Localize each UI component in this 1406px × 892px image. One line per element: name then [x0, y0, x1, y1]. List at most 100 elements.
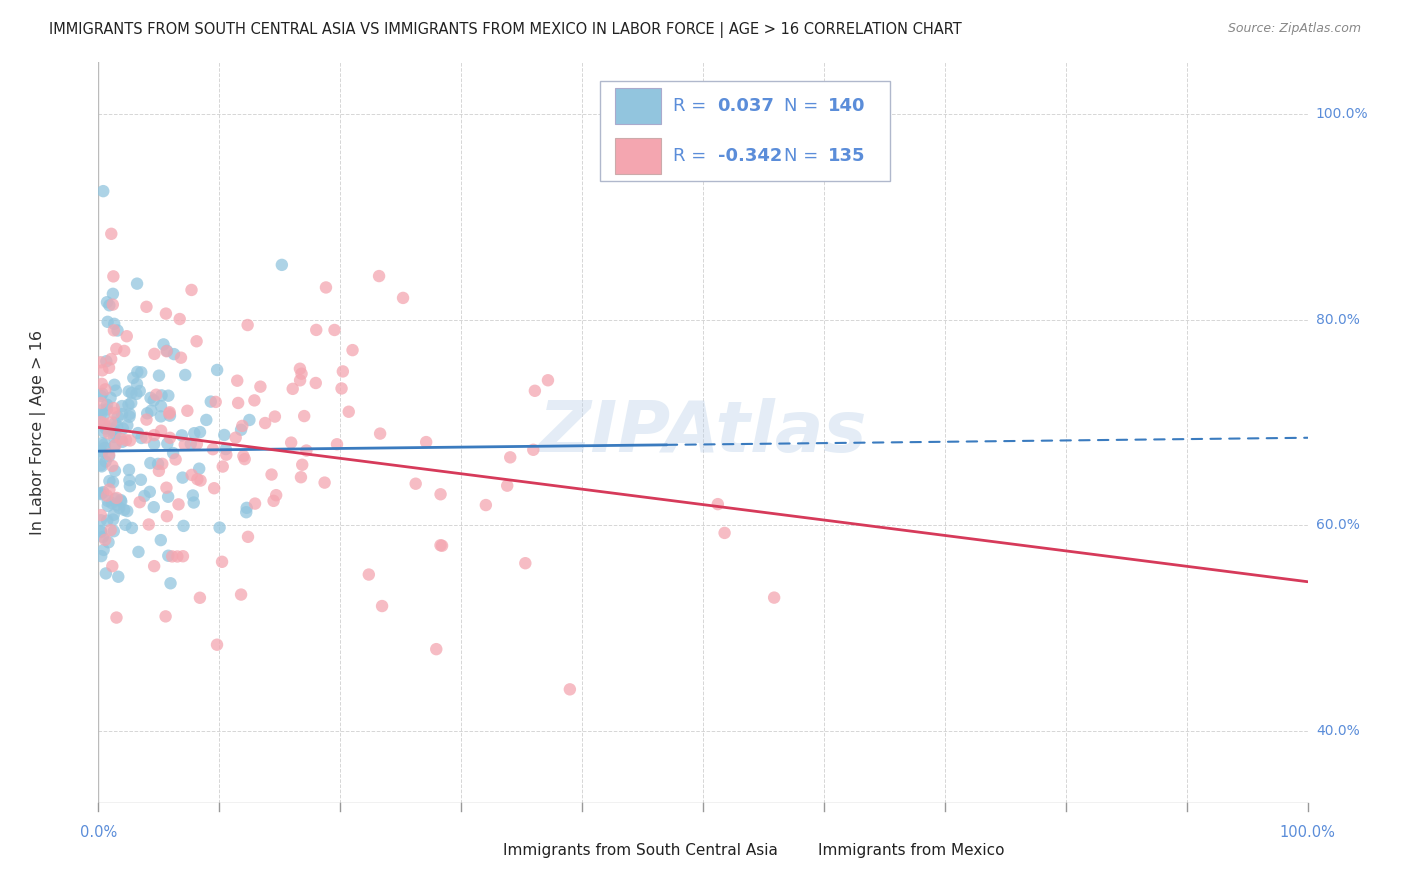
- Point: [315, 280, 337, 294]
- Point: [186, 437, 208, 451]
- Point: [156, 509, 179, 524]
- Point: [91, 386, 114, 401]
- Point: [159, 405, 181, 419]
- Point: [155, 481, 177, 495]
- Point: [104, 427, 127, 442]
- Text: Immigrants from Mexico: Immigrants from Mexico: [818, 844, 1004, 858]
- Point: [231, 418, 253, 433]
- Point: [211, 459, 233, 474]
- Point: [111, 434, 134, 449]
- Point: [93, 542, 115, 557]
- Point: [148, 464, 170, 478]
- Point: [101, 512, 124, 526]
- Text: 140: 140: [828, 97, 865, 115]
- Point: [159, 409, 181, 423]
- Point: [114, 517, 136, 532]
- Point: [173, 519, 195, 533]
- Point: [159, 576, 181, 591]
- Text: 80.0%: 80.0%: [1316, 312, 1360, 326]
- Point: [429, 487, 451, 501]
- Text: N =: N =: [785, 147, 824, 165]
- Point: [156, 343, 179, 358]
- Point: [215, 442, 238, 456]
- Point: [143, 428, 166, 442]
- Point: [135, 300, 157, 314]
- Point: [270, 258, 292, 272]
- Point: [118, 407, 141, 421]
- Point: [118, 409, 141, 424]
- Point: [101, 475, 124, 490]
- Point: [111, 421, 134, 435]
- Point: [103, 430, 125, 444]
- Point: [243, 393, 266, 408]
- Point: [188, 425, 211, 439]
- Point: [226, 396, 249, 410]
- Point: [103, 524, 125, 539]
- Point: [104, 438, 127, 452]
- Point: [90, 459, 112, 474]
- Point: [111, 399, 134, 413]
- Point: [295, 443, 318, 458]
- Point: [522, 442, 544, 457]
- Point: [91, 530, 114, 544]
- Text: 0.0%: 0.0%: [80, 825, 117, 840]
- Point: [115, 329, 138, 343]
- Point: [93, 417, 115, 431]
- Point: [90, 508, 112, 522]
- Point: [125, 277, 148, 291]
- Point: [150, 457, 173, 471]
- Point: [499, 450, 522, 465]
- Point: [118, 384, 141, 399]
- Point: [90, 389, 112, 403]
- Point: [157, 389, 180, 403]
- Point: [100, 227, 122, 241]
- Point: [100, 416, 122, 430]
- Point: [149, 533, 172, 547]
- Point: [118, 473, 141, 487]
- Point: [180, 467, 202, 482]
- Point: [263, 493, 285, 508]
- Point: [134, 489, 156, 503]
- Point: [330, 381, 353, 395]
- Point: [180, 283, 202, 297]
- Point: [152, 337, 174, 351]
- Point: [107, 324, 129, 338]
- Point: [94, 383, 117, 397]
- Text: 0.037: 0.037: [717, 97, 775, 115]
- Point: [204, 395, 226, 409]
- Point: [90, 549, 112, 563]
- Point: [104, 491, 127, 506]
- Point: [176, 404, 198, 418]
- Point: [292, 409, 315, 423]
- Point: [98, 483, 121, 497]
- Point: [111, 407, 134, 421]
- Point: [264, 488, 287, 502]
- Point: [103, 317, 125, 331]
- Point: [131, 431, 153, 445]
- Point: [90, 415, 112, 429]
- Point: [105, 498, 128, 512]
- Point: [233, 452, 256, 467]
- Point: [235, 505, 257, 519]
- Point: [425, 642, 447, 657]
- Text: 135: 135: [828, 147, 865, 165]
- Point: [243, 497, 266, 511]
- Text: R =: R =: [672, 147, 711, 165]
- Point: [186, 472, 208, 486]
- Text: ZIPAtlas: ZIPAtlas: [538, 398, 868, 467]
- Point: [229, 588, 252, 602]
- Point: [103, 401, 125, 416]
- Point: [129, 473, 152, 487]
- Text: N =: N =: [785, 97, 824, 115]
- Point: [139, 456, 162, 470]
- Point: [146, 457, 169, 471]
- Point: [142, 393, 165, 408]
- Point: [368, 268, 391, 283]
- Point: [100, 523, 122, 537]
- Point: [117, 418, 139, 433]
- Point: [104, 416, 127, 430]
- Point: [707, 497, 730, 511]
- Point: [103, 377, 125, 392]
- Point: [117, 398, 139, 412]
- Point: [314, 475, 336, 490]
